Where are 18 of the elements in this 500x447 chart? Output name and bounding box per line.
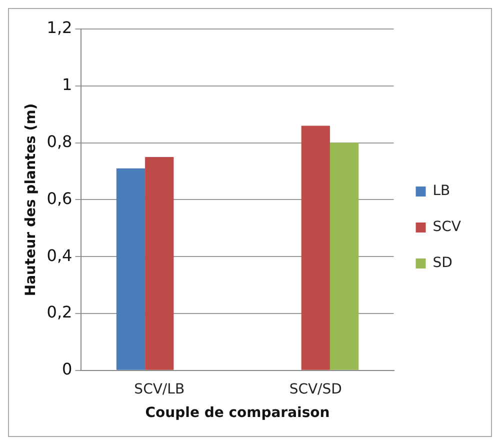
y-tick-label: 1 [62,75,72,94]
y-tick-label: 1,2 [46,18,72,38]
y-axis-title: Hauteur des plantes (m) [23,103,40,296]
bar [116,168,146,370]
x-tick-label: SCV/SD [289,381,342,398]
x-tick-label: SCV/LB [134,381,185,398]
bar [301,126,330,370]
bar [145,157,174,370]
x-axis-title: Couple de comparaison [145,405,330,422]
y-tick-label: 0 [62,360,72,379]
legend-label: SD [432,255,452,272]
bar [330,142,359,370]
y-tick-label: 0,8 [46,132,72,151]
legend-label: SCV [432,219,462,236]
y-tick-label: 0,4 [46,246,72,265]
legend-label: LB [432,183,450,200]
y-tick-label: 0,2 [46,302,72,322]
y-tick-label: 0,6 [46,188,72,208]
